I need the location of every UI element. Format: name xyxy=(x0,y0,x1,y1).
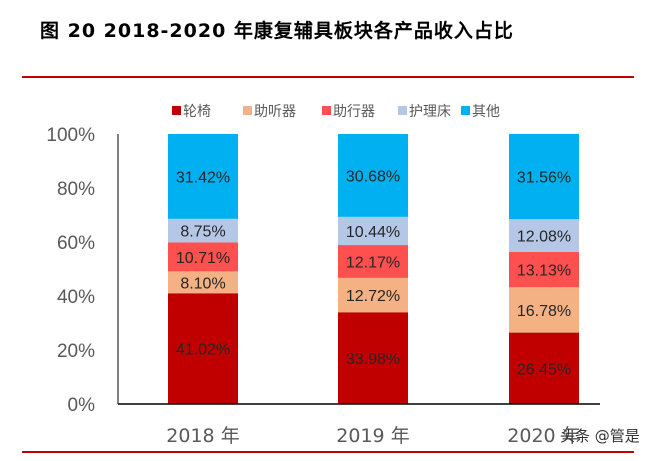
bottom-divider xyxy=(22,451,634,453)
y-tick-label: 60% xyxy=(57,233,95,254)
bar-segment xyxy=(509,287,579,333)
data-label: 33.98% xyxy=(346,351,400,368)
y-tick-label: 20% xyxy=(57,341,95,362)
bar-segment xyxy=(338,245,408,278)
watermark: 头条 @管是 xyxy=(560,427,640,445)
legend-label: 助听器 xyxy=(254,104,296,120)
data-label: 31.42% xyxy=(176,169,230,186)
legend-swatch xyxy=(322,106,331,115)
data-label: 41.02% xyxy=(176,342,230,359)
x-tick-label: 2020 年 xyxy=(507,425,580,447)
data-label: 12.08% xyxy=(517,229,571,246)
data-label: 16.78% xyxy=(517,303,571,320)
legend-label: 轮椅 xyxy=(183,104,211,120)
bar-segment xyxy=(168,271,238,294)
legend-label: 助行器 xyxy=(333,104,375,120)
bar-segment xyxy=(168,293,238,404)
x-tick-label: 2019 年 xyxy=(336,425,409,447)
data-label: 8.75% xyxy=(180,224,225,241)
legend-swatch xyxy=(461,106,470,115)
bar-segment xyxy=(338,134,408,217)
bar-segment xyxy=(168,218,238,243)
bar-segment xyxy=(338,216,408,246)
legend-swatch xyxy=(243,106,252,115)
bar-segment xyxy=(338,312,408,404)
data-label: 12.17% xyxy=(346,254,400,271)
bar-segment xyxy=(338,277,408,313)
y-tick-label: 0% xyxy=(68,395,96,416)
data-label: 10.44% xyxy=(346,224,400,241)
data-label: 8.10% xyxy=(180,275,225,292)
legend-label: 其他 xyxy=(472,104,500,120)
legend-swatch xyxy=(172,106,181,115)
bar-segment xyxy=(509,219,579,252)
data-label: 30.68% xyxy=(346,168,400,185)
figure-title: 图 20 2018-2020 年康复辅具板块各产品收入占比 xyxy=(40,20,514,42)
y-tick-label: 80% xyxy=(57,179,95,200)
data-label: 26.45% xyxy=(517,361,571,378)
legend-swatch xyxy=(398,106,407,115)
y-tick-label: 40% xyxy=(57,287,95,308)
legend-label: 护理床 xyxy=(409,104,451,120)
y-tick-label: 100% xyxy=(46,125,95,146)
bar-segment xyxy=(168,134,238,219)
bar-segment xyxy=(509,134,579,220)
data-label: 10.71% xyxy=(176,250,230,267)
x-tick-label: 2018 年 xyxy=(166,425,239,447)
bar-segment xyxy=(509,332,579,404)
data-label: 31.56% xyxy=(517,170,571,187)
bar-segment xyxy=(168,242,238,272)
top-divider xyxy=(22,76,634,78)
data-label: 13.13% xyxy=(517,263,571,280)
data-label: 12.72% xyxy=(346,288,400,305)
bar-segment xyxy=(509,251,579,288)
